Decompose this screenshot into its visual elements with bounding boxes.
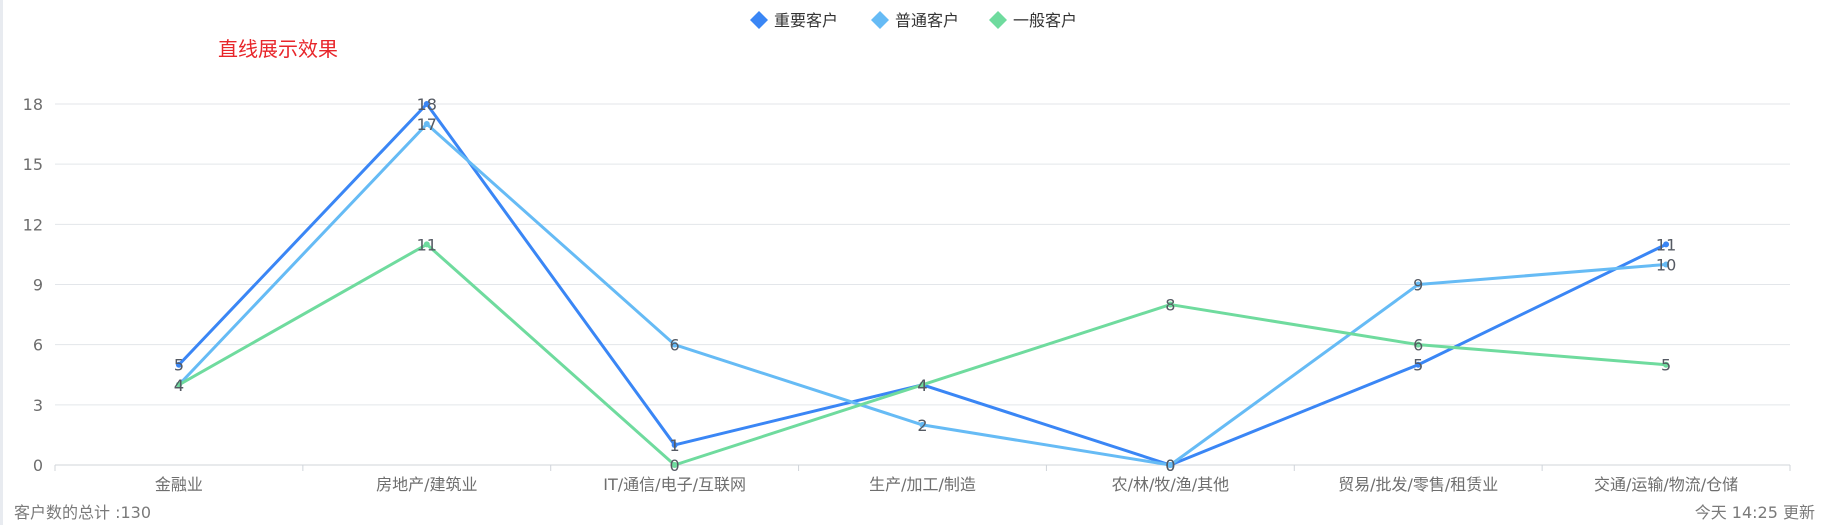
data-point (1663, 261, 1670, 268)
x-tick-label: 农/林/牧/渔/其他 (1112, 475, 1230, 494)
data-point (1415, 341, 1422, 348)
data-point (1167, 301, 1174, 308)
data-point (919, 381, 926, 388)
left-edge-border (0, 0, 3, 525)
y-tick-label: 0 (33, 456, 43, 475)
data-label: 9 (1413, 276, 1423, 295)
legend-diamond-icon (989, 11, 1007, 29)
grid-lines (55, 103, 1790, 406)
x-tick-label: IT/通信/电子/互联网 (603, 475, 746, 494)
x-tick-label: 房地产/建筑业 (376, 475, 477, 494)
legend[interactable]: 重要客户 普通客户 一般客户 (750, 11, 1077, 30)
data-label: 11 (1656, 235, 1676, 254)
y-axis-ticks: 0 3 6 9 12 15 18 (23, 95, 43, 475)
data-point (175, 381, 182, 388)
data-label: 4 (174, 376, 184, 395)
data-point (1415, 361, 1422, 368)
chart-title: 直线展示效果 (218, 37, 338, 61)
data-label: 4 (917, 376, 927, 395)
data-label: 8 (1165, 296, 1175, 315)
x-tick-label: 交通/运输/物流/仓储 (1594, 475, 1738, 494)
y-tick-label: 15 (23, 155, 43, 174)
data-label: 10 (1656, 255, 1676, 274)
data-point (671, 341, 678, 348)
data-point (1663, 241, 1670, 248)
data-label: 0 (670, 456, 680, 475)
y-tick-label: 12 (23, 215, 43, 234)
data-label: 0 (1165, 456, 1175, 475)
data-label: 1 (670, 436, 680, 455)
y-tick-label: 3 (33, 396, 43, 415)
legend-item[interactable]: 重要客户 (750, 11, 838, 30)
data-point (423, 101, 430, 107)
data-point (671, 441, 678, 448)
data-point (1167, 462, 1174, 468)
data-label: 4 (174, 376, 184, 395)
legend-diamond-icon (750, 11, 768, 29)
data-label: 0 (1165, 456, 1175, 475)
x-tick-label: 贸易/批发/零售/租赁业 (1338, 475, 1498, 494)
legend-item[interactable]: 普通客户 (871, 11, 959, 30)
series-lines (175, 101, 1670, 468)
data-label: 4 (917, 376, 927, 395)
data-point (671, 462, 678, 468)
data-label: 5 (1413, 356, 1423, 375)
data-point (423, 241, 430, 248)
data-label: 11 (417, 235, 437, 254)
x-axis: 金融业 房地产/建筑业 IT/通信/电子/互联网 生产/加工/制造 农/林/牧/渔/其他… (54, 464, 1791, 494)
customer-total-text: 客户数的总计 :130 (14, 503, 152, 522)
data-point (919, 421, 926, 428)
y-tick-label: 6 (33, 336, 43, 355)
data-label: 6 (1413, 336, 1423, 355)
y-tick-label: 9 (33, 276, 43, 295)
data-point (1663, 361, 1670, 368)
data-point (175, 361, 182, 368)
data-label: 5 (1661, 356, 1671, 375)
data-label: 2 (917, 416, 927, 435)
legend-label: 一般客户 (1013, 11, 1077, 30)
series-line (177, 122, 1667, 467)
y-tick-label: 18 (23, 95, 43, 114)
legend-label: 普通客户 (895, 11, 959, 30)
x-tick-label: 生产/加工/制造 (869, 475, 976, 494)
data-label: 17 (417, 115, 437, 134)
data-label: 6 (670, 336, 680, 355)
legend-label: 重要客户 (774, 11, 838, 30)
data-label: 18 (417, 95, 437, 114)
update-time-text: 今天 14:25 更新 (1694, 503, 1815, 522)
data-point (423, 121, 430, 128)
legend-diamond-icon (871, 11, 889, 29)
data-point (1415, 281, 1422, 288)
x-tick-label: 金融业 (155, 475, 203, 494)
data-label: 5 (174, 356, 184, 375)
legend-item[interactable]: 一般客户 (989, 11, 1077, 30)
